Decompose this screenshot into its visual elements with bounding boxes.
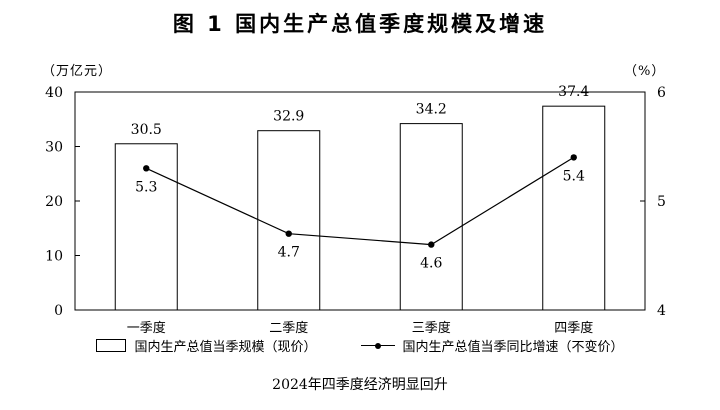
growth-value-label: 5.3 [135,179,157,195]
right-axis-tick-label: 5 [657,194,666,210]
legend-item-bar: 国内生产总值当季规模（现价） [96,336,317,355]
legend-line-label: 国内生产总值当季同比增速（不变价） [402,340,624,355]
x-axis-tick-label: 二季度 [269,320,308,336]
growth-value-label: 5.4 [563,168,585,184]
bar [542,105,606,311]
growth-line [145,156,575,246]
bar-value-label: 37.4 [558,84,589,100]
legend-bar-label: 国内生产总值当季规模（现价） [134,340,317,355]
growth-point [285,230,292,237]
left-axis-tick-label: 20 [45,194,63,210]
left-axis-tick-label: 30 [45,140,63,156]
chart-legend: 国内生产总值当季规模（现价） 国内生产总值当季同比增速（不变价） [0,336,720,355]
growth-value-label: 4.6 [420,256,442,272]
x-axis-tick-label: 一季度 [127,320,166,336]
right-axis-tick-label: 4 [657,303,666,319]
legend-item-line: 国内生产总值当季同比增速（不变价） [360,336,624,355]
bar-value-label: 34.2 [416,102,447,118]
right-axis-unit: （%） [624,64,666,79]
legend-bar-swatch [96,339,127,352]
growth-point [143,165,150,172]
growth-point [428,241,435,248]
right-axis-tick-label: 6 [657,85,666,101]
bar-value-label: 30.5 [131,122,162,138]
left-axis-unit: （万亿元） [42,64,113,79]
bar [257,130,321,311]
chart-title: 图 1 国内生产总值季度规模及增速 [172,12,548,36]
left-axis-tick-label: 40 [45,85,63,101]
chart-caption: 2024年四季度经济明显回升 [272,377,448,393]
x-axis-tick-label: 四季度 [554,320,593,336]
bar [399,123,463,311]
growth-value-label: 4.7 [278,245,300,261]
bar-value-label: 32.9 [273,109,304,125]
x-axis-tick-label: 三季度 [412,320,451,336]
legend-line-swatch [360,340,395,352]
growth-point [570,154,577,161]
left-axis-tick-label: 0 [54,303,63,319]
left-axis-tick-label: 10 [45,249,63,265]
